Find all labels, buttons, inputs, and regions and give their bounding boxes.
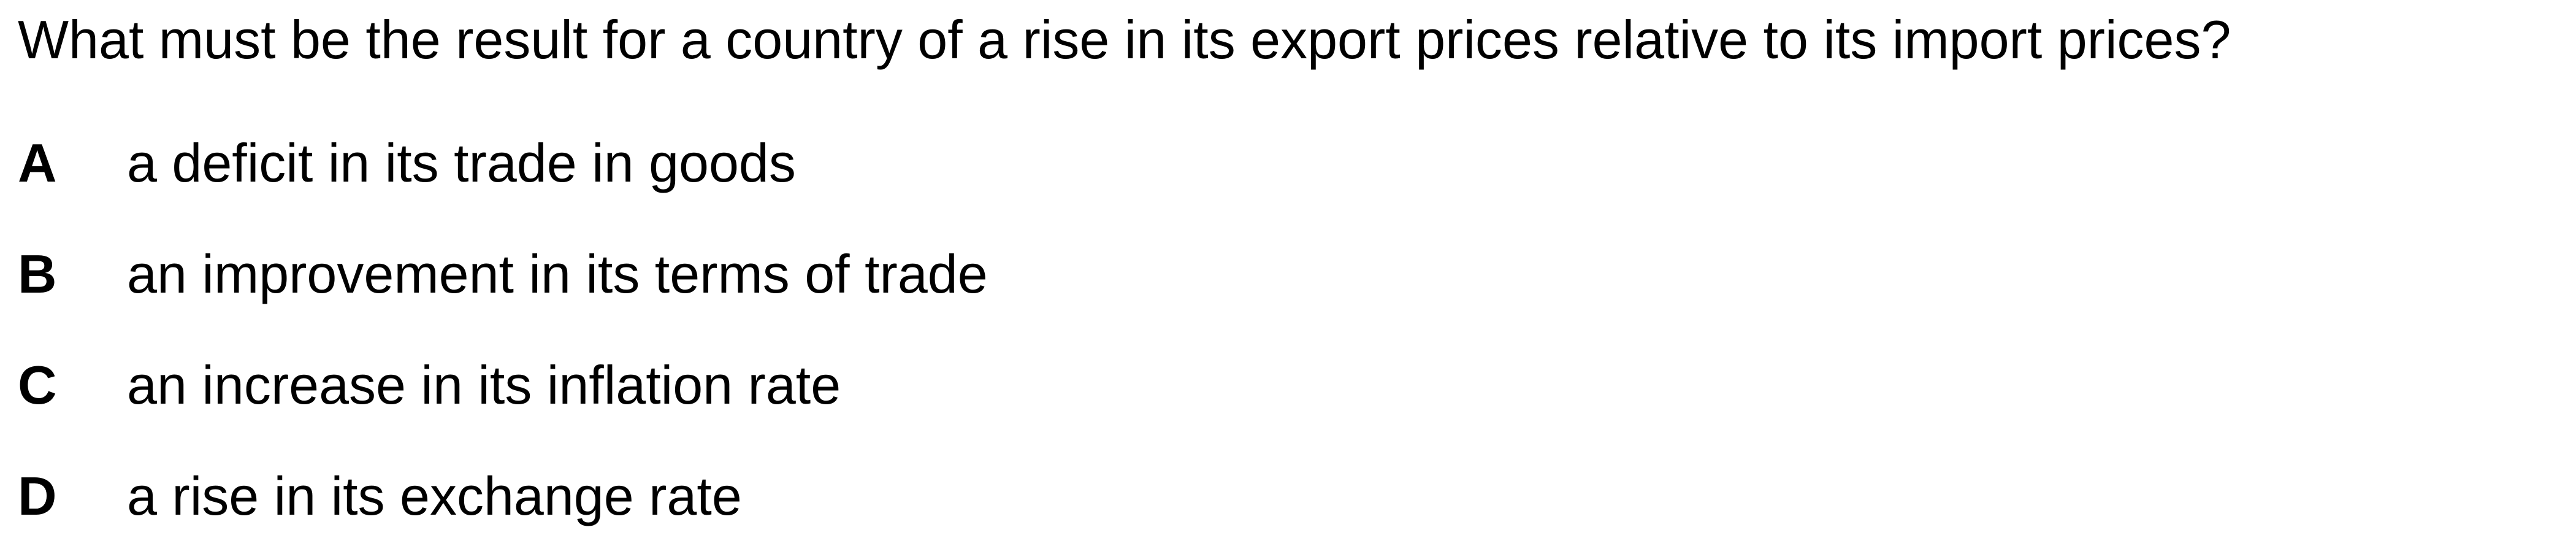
option-d: D a rise in its exchange rate bbox=[18, 459, 742, 533]
option-letter: B bbox=[18, 244, 57, 304]
question-text: What must be the result for a country of… bbox=[18, 9, 2231, 70]
option-letter: A bbox=[18, 133, 57, 193]
option-b: B an improvement in its terms of trade bbox=[18, 237, 988, 311]
option-text: an improvement in its terms of trade bbox=[127, 244, 988, 304]
option-text: a rise in its exchange rate bbox=[127, 466, 742, 526]
option-letter: C bbox=[18, 355, 57, 415]
option-c: C an increase in its inflation rate bbox=[18, 348, 841, 422]
option-letter: D bbox=[18, 466, 57, 526]
option-a: A a deficit in its trade in goods bbox=[18, 126, 796, 200]
option-text: a deficit in its trade in goods bbox=[127, 133, 796, 193]
option-text: an increase in its inflation rate bbox=[127, 355, 841, 415]
